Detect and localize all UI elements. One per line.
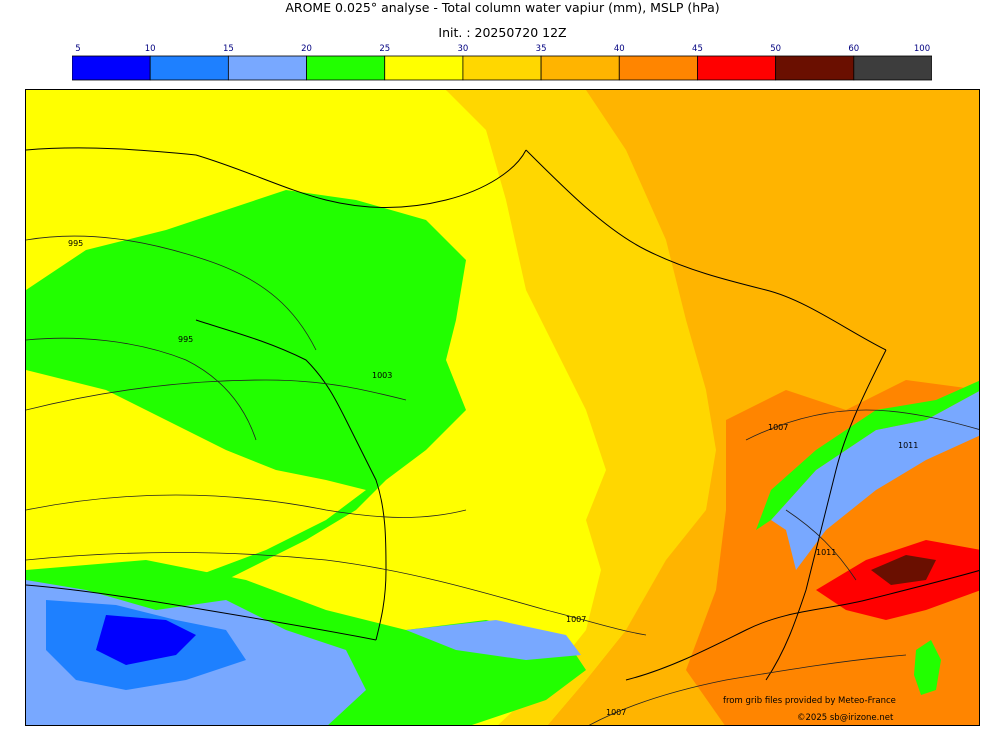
border-east xyxy=(765,349,887,681)
colorbar-tick-label: 25 xyxy=(379,44,390,54)
field-blue-pyrenees-strip xyxy=(406,620,581,660)
colorbar-segment xyxy=(853,55,932,81)
colorbar-segment xyxy=(618,55,698,81)
isobar-1007b xyxy=(26,552,647,636)
isobar-label: 1007 xyxy=(566,615,586,624)
colorbar-tick-label: 35 xyxy=(536,44,547,54)
coastline-biscay-south xyxy=(26,584,377,641)
isobar-label: 995 xyxy=(178,335,193,344)
border-north xyxy=(525,149,887,351)
isobar-1007a xyxy=(26,494,467,518)
coastline-channel xyxy=(26,147,527,208)
map-title: AROME 0.025° analyse - Total column wate… xyxy=(285,0,720,15)
field-green-corsica xyxy=(914,640,941,695)
colorbar-segment xyxy=(149,55,229,81)
colorbar-tick-label: 15 xyxy=(223,44,234,54)
isobar-label: 1007 xyxy=(768,423,788,432)
map-canvas: 995 995 1003 1007 1011 1011 1007 1007 xyxy=(26,90,979,725)
isobar-label: 995 xyxy=(68,239,83,248)
coastline-atlantic xyxy=(195,319,387,641)
colorbar-tick-label: 100 xyxy=(914,44,930,54)
isobar-1011b xyxy=(785,509,857,581)
colorbar-segment xyxy=(540,55,620,81)
isobar-999 xyxy=(26,337,257,441)
colorbar-tick-label: 50 xyxy=(770,44,781,54)
grib-credit: from grib files provided by Meteo-France xyxy=(723,696,896,706)
field-blue-alps xyxy=(771,391,979,570)
field-darkred-core xyxy=(871,555,936,585)
coastline-mediterranean xyxy=(625,570,979,681)
colorbar-legend: 5 10 15 20 25 30 35 40 45 50 60 100 xyxy=(72,44,932,81)
field-yellow-channel xyxy=(26,90,226,220)
colorbar-tick-label: 60 xyxy=(848,44,859,54)
colorbar-segment xyxy=(227,55,307,81)
colorbar-tick-label: 30 xyxy=(457,44,468,54)
init-time: Init. : 20250720 12Z xyxy=(438,25,567,40)
colorbar-tick-label: 45 xyxy=(692,44,703,54)
colorbar-tick-label: 5 xyxy=(75,44,80,54)
copyright-credit: ©2025 sb@irizone.net xyxy=(797,713,894,723)
colorbar-tick-label: 20 xyxy=(301,44,312,54)
isobar-1011 xyxy=(745,409,979,441)
isobar-label: 1003 xyxy=(372,371,392,380)
isobar-label: 1011 xyxy=(816,548,836,557)
colorbar-segment xyxy=(697,55,777,81)
colorbar-segment xyxy=(306,55,386,81)
colorbar-segment xyxy=(775,55,855,81)
colorbar-tick-label: 10 xyxy=(145,44,156,54)
weather-map: 995 995 1003 1007 1011 1011 1007 1007 xyxy=(25,89,980,726)
colorbar-segment xyxy=(72,55,151,81)
isobar-995 xyxy=(26,235,317,351)
colorbar-segment xyxy=(384,55,464,81)
isobar-label: 1007 xyxy=(606,708,626,717)
isobar-1003 xyxy=(26,379,407,411)
field-blue-core xyxy=(96,615,196,665)
isobar-label: 1011 xyxy=(898,441,918,450)
isobar-1007c xyxy=(588,654,907,725)
colorbar-segment xyxy=(462,55,542,81)
colorbar-tick-label: 40 xyxy=(614,44,625,54)
field-gold-belt xyxy=(446,90,716,725)
field-yellow-biscay xyxy=(26,370,366,610)
field-green-alps-edge xyxy=(756,380,979,530)
